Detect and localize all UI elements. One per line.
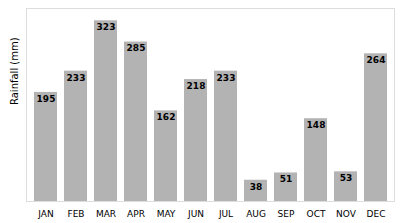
svg-text:148: 148 (307, 120, 326, 130)
svg-text:OCT: OCT (307, 209, 326, 219)
svg-text:APR: APR (127, 209, 145, 219)
svg-text:195: 195 (37, 94, 56, 104)
svg-text:264: 264 (367, 55, 386, 65)
svg-text:MAY: MAY (157, 209, 176, 219)
svg-text:162: 162 (157, 112, 176, 122)
svg-text:DEC: DEC (367, 209, 386, 219)
svg-text:AUG: AUG (246, 209, 266, 219)
svg-text:233: 233 (67, 73, 86, 83)
svg-text:MAR: MAR (96, 209, 116, 219)
svg-text:JUN: JUN (187, 209, 204, 219)
svg-text:Rainfall (mm): Rainfall (mm) (9, 37, 20, 105)
svg-text:38: 38 (250, 182, 263, 192)
svg-text:JUL: JUL (218, 209, 233, 219)
svg-text:FEB: FEB (67, 209, 84, 219)
svg-text:233: 233 (217, 73, 236, 83)
svg-text:JAN: JAN (37, 209, 53, 219)
svg-text:285: 285 (127, 43, 146, 53)
svg-text:323: 323 (97, 22, 116, 32)
svg-text:SEP: SEP (278, 209, 295, 219)
svg-text:218: 218 (187, 81, 206, 91)
svg-text:NOV: NOV (336, 209, 357, 219)
svg-text:51: 51 (280, 174, 293, 184)
svg-text:53: 53 (340, 173, 353, 183)
